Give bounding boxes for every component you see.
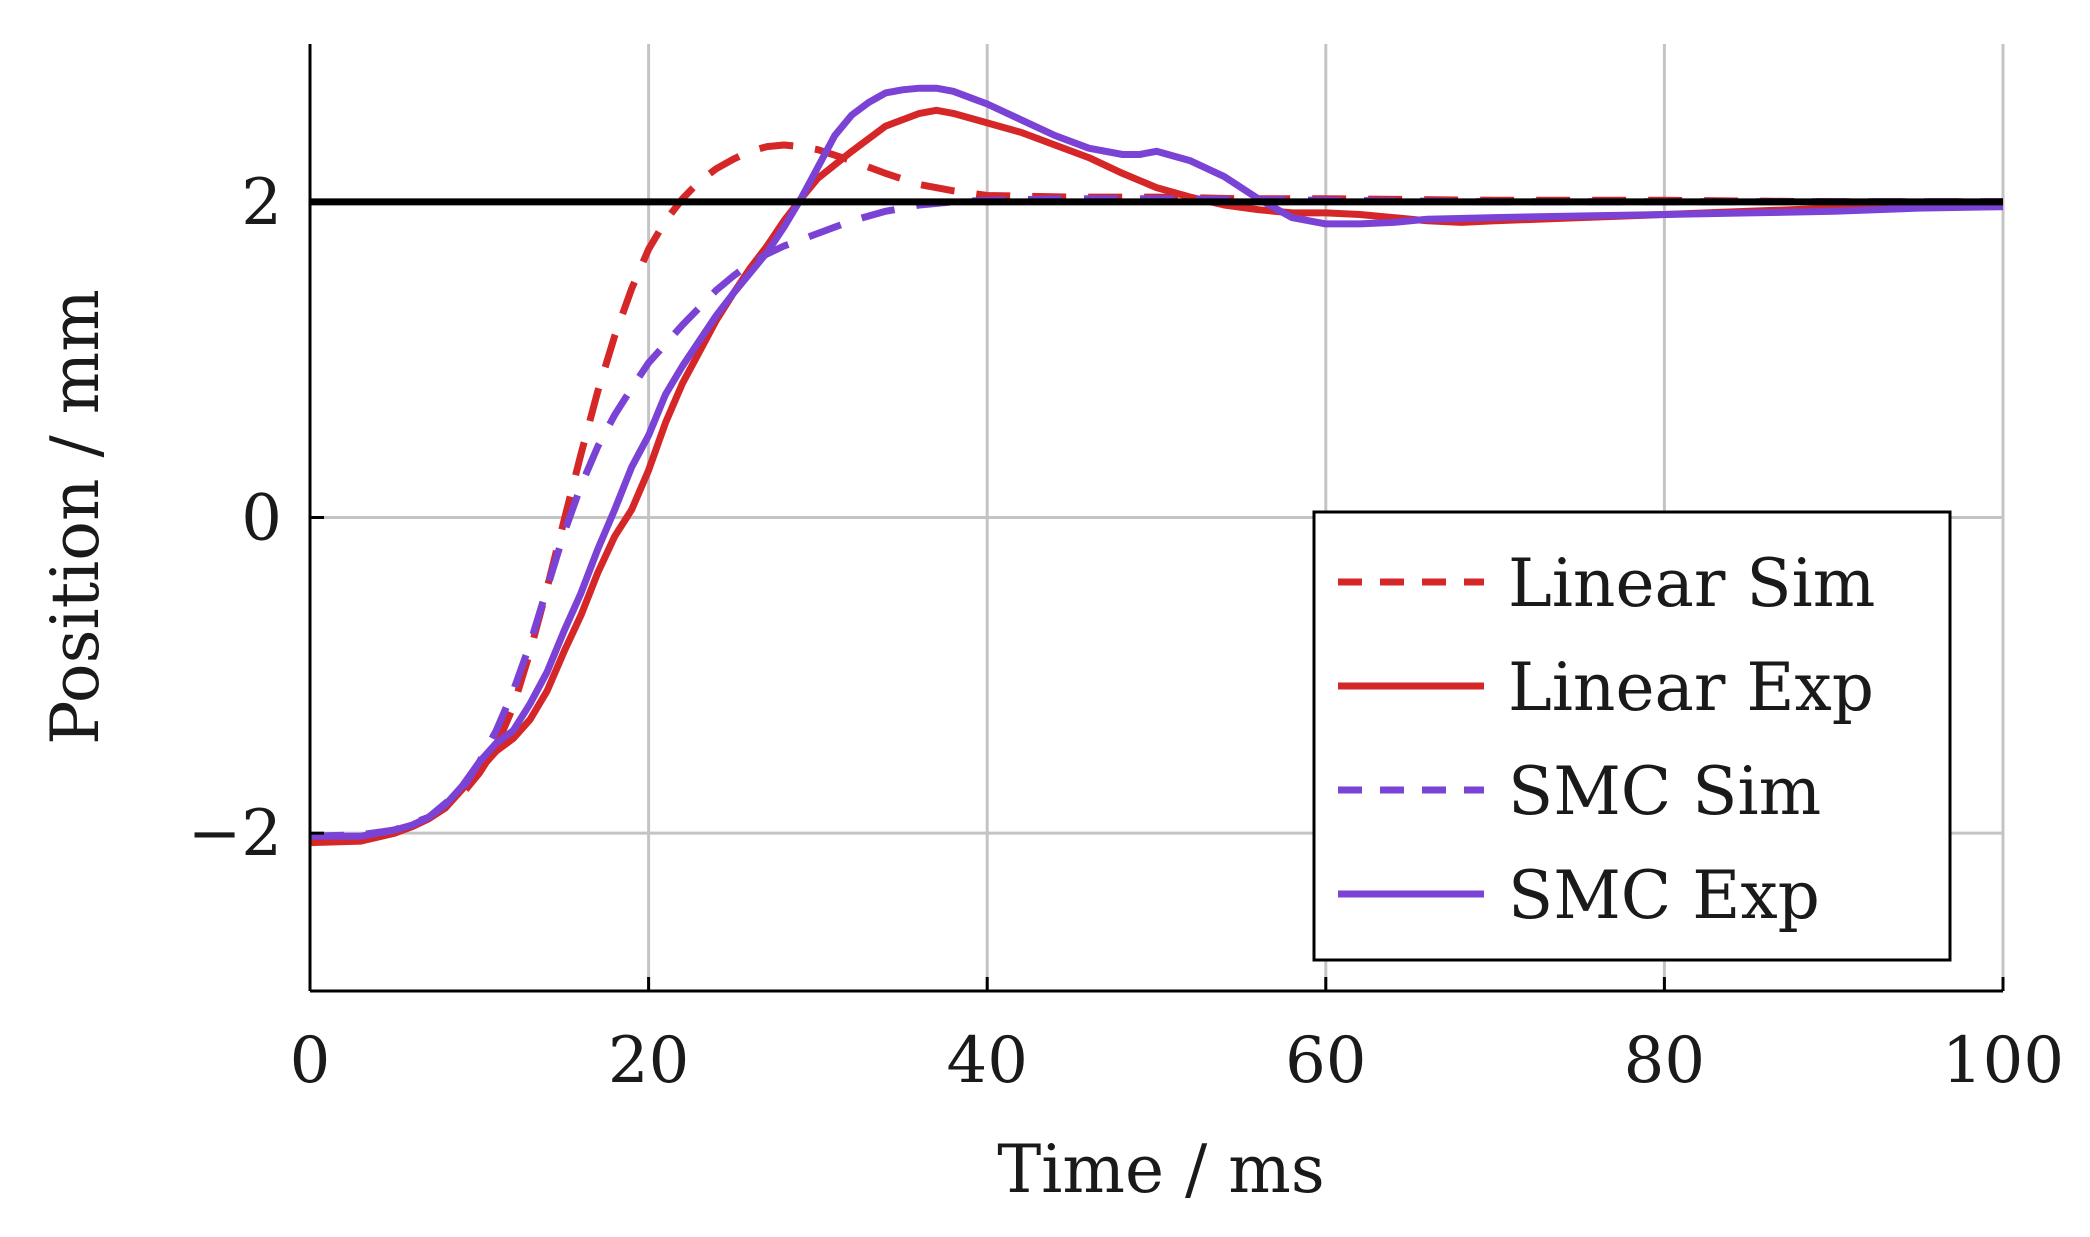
tick-labels: 0 20 40 60 80 100 −2 0 2 [188,166,2064,1098]
y-tick-label: 2 [241,166,282,240]
x-axis-title: Time / ms [997,1131,1324,1208]
y-tick-label: −2 [188,797,282,871]
x-tick-label: 20 [608,1024,689,1098]
x-tick-label: 60 [1285,1024,1366,1098]
legend-items: Linear Sim Linear Exp SMC Sim SMC Exp [1338,545,1875,934]
x-tick-label: 40 [946,1024,1027,1098]
legend: Linear Sim Linear Exp SMC Sim SMC Exp [1312,510,1952,962]
legend-label: Linear Exp [1508,649,1874,726]
x-tick-label: 80 [1624,1024,1705,1098]
x-tick-label: 100 [1942,1024,2064,1098]
y-tick-label: 0 [241,482,282,556]
series-lines [309,84,2004,847]
series-line-linear-exp [309,106,2003,847]
legend-label: Linear Sim [1508,545,1875,622]
series-line-smc-exp [310,84,2004,840]
y-axis-title: Position / mm [37,289,114,745]
legend-label: SMC Exp [1508,857,1820,934]
x-tick-label: 0 [290,1024,331,1098]
legend-box [1312,510,1952,962]
series-line-linear-sim [309,141,2003,842]
legend-label: SMC Sim [1508,753,1821,830]
axes [308,44,2005,993]
